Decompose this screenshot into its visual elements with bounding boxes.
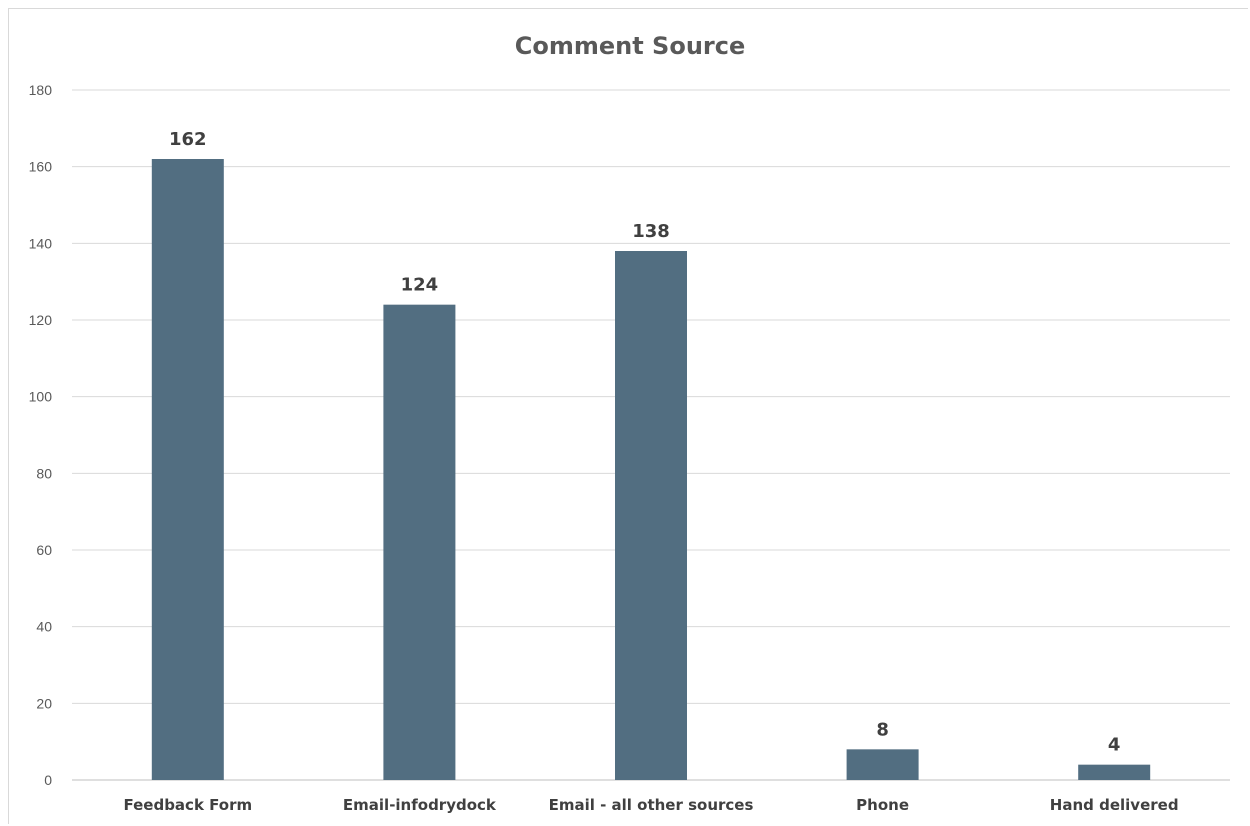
y-tick-label: 80 xyxy=(36,465,52,481)
x-tick-label: Email - all other sources xyxy=(549,796,754,814)
data-label: 4 xyxy=(1108,735,1121,756)
x-tick-label: Feedback Form xyxy=(123,796,252,814)
y-tick-label: 160 xyxy=(29,159,53,175)
y-tick-label: 60 xyxy=(36,542,52,558)
y-tick-label: 140 xyxy=(29,235,53,251)
y-tick-label: 0 xyxy=(44,772,52,788)
y-tick-label: 120 xyxy=(29,312,53,328)
y-tick-label: 100 xyxy=(29,389,53,405)
bar xyxy=(151,159,224,780)
data-labels: 162 124 138 8 4 xyxy=(169,129,1120,756)
data-label: 8 xyxy=(876,719,889,740)
y-axis-ticks: 0 20 40 60 80 100 120 140 160 180 xyxy=(29,82,53,788)
y-tick-label: 20 xyxy=(36,695,52,711)
y-tick-label: 180 xyxy=(29,82,53,98)
chart-title: Comment Source xyxy=(515,32,746,60)
x-tick-label: Hand delivered xyxy=(1050,796,1179,814)
data-label: 124 xyxy=(401,275,439,296)
data-label: 138 xyxy=(632,221,670,242)
bar xyxy=(846,749,919,780)
x-axis-ticks: Feedback Form Email-infodrydock Email - al… xyxy=(123,796,1178,814)
y-tick-label: 40 xyxy=(36,619,52,635)
bar xyxy=(383,304,456,780)
x-tick-label: Email-infodrydock xyxy=(343,796,497,814)
bar xyxy=(1078,764,1151,780)
data-label: 162 xyxy=(169,129,207,150)
bar xyxy=(615,251,687,780)
x-tick-label: Phone xyxy=(856,796,909,814)
bars xyxy=(151,159,1151,780)
